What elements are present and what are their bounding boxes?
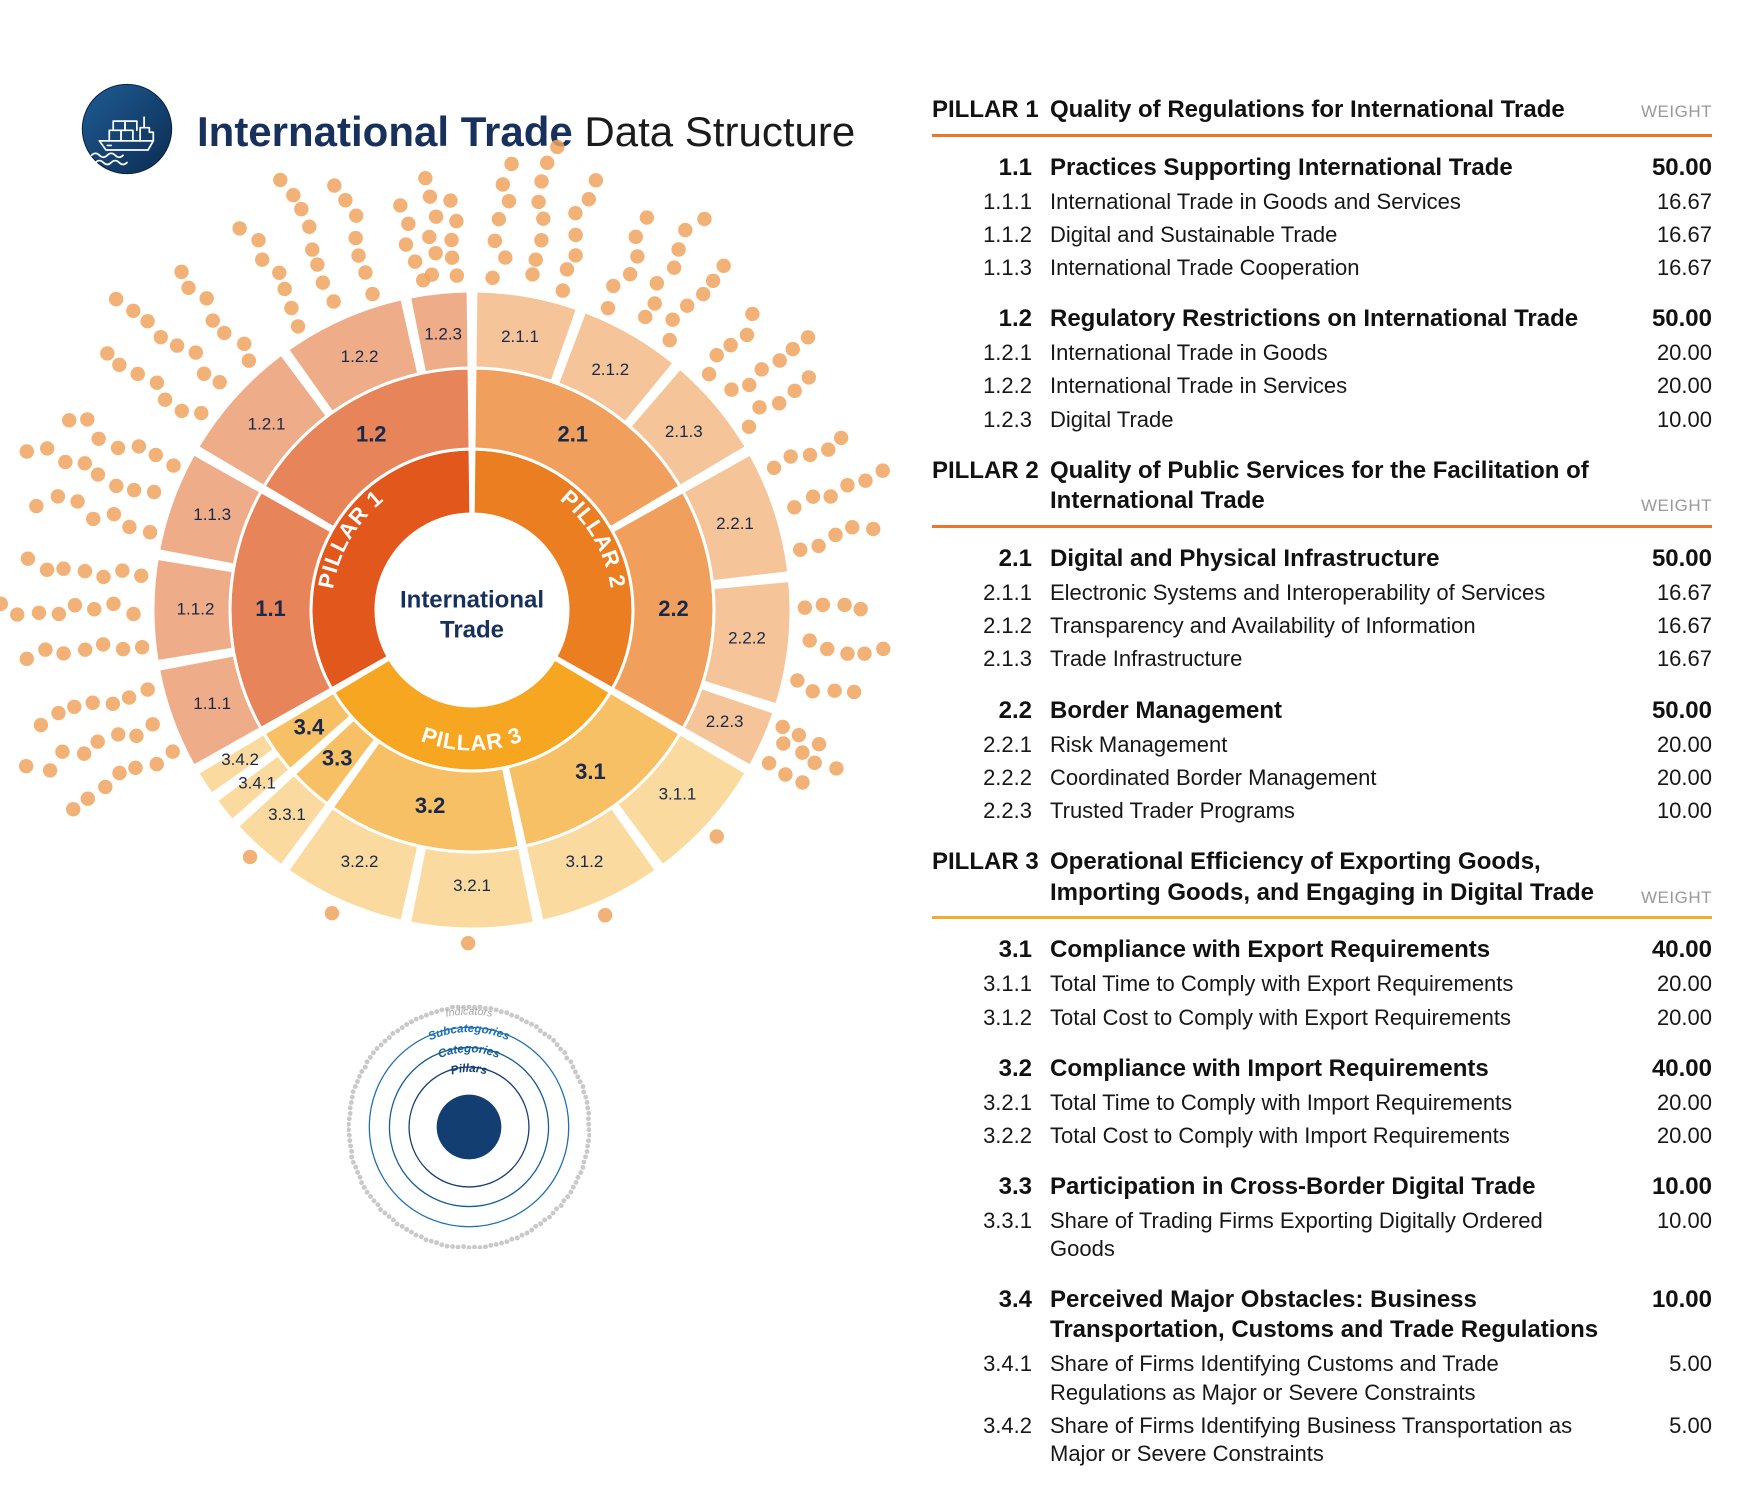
svg-text:1.2: 1.2 xyxy=(356,421,387,446)
svg-text:2.1: 2.1 xyxy=(557,421,588,446)
svg-text:3.4.2: 3.4.2 xyxy=(221,750,259,769)
svg-text:3.2.2: 3.2.2 xyxy=(341,852,379,871)
svg-text:3.3: 3.3 xyxy=(322,746,353,771)
svg-text:Trade: Trade xyxy=(440,616,504,643)
svg-text:1.1: 1.1 xyxy=(255,596,286,621)
svg-text:International: International xyxy=(400,586,544,613)
svg-text:1.2.1: 1.2.1 xyxy=(248,414,286,433)
svg-text:3.1.2: 3.1.2 xyxy=(566,852,604,871)
svg-text:3.2.1: 3.2.1 xyxy=(453,876,491,895)
svg-text:3.2: 3.2 xyxy=(415,793,446,818)
svg-text:2.1.1: 2.1.1 xyxy=(501,327,539,346)
svg-text:2.2.1: 2.2.1 xyxy=(716,514,754,533)
svg-text:Indicators: Indicators xyxy=(444,1006,494,1020)
svg-text:3.1: 3.1 xyxy=(575,759,606,784)
svg-text:1.1.3: 1.1.3 xyxy=(193,505,231,524)
svg-text:2.2.3: 2.2.3 xyxy=(706,712,744,731)
svg-text:2.1.3: 2.1.3 xyxy=(665,422,703,441)
svg-text:3.3.1: 3.3.1 xyxy=(268,805,306,824)
svg-text:3.4.1: 3.4.1 xyxy=(238,773,276,792)
svg-text:3.4: 3.4 xyxy=(294,714,325,739)
svg-text:Categories: Categories xyxy=(436,1042,502,1061)
svg-text:1.1.1: 1.1.1 xyxy=(193,694,231,713)
svg-text:2.2: 2.2 xyxy=(658,596,689,621)
svg-text:1.1.2: 1.1.2 xyxy=(177,599,215,618)
svg-text:1.2.2: 1.2.2 xyxy=(341,347,379,366)
svg-text:Subcategories: Subcategories xyxy=(426,1022,512,1043)
svg-text:3.1.1: 3.1.1 xyxy=(659,784,697,803)
svg-text:2.2.2: 2.2.2 xyxy=(728,628,766,647)
svg-text:2.1.2: 2.1.2 xyxy=(591,360,629,379)
svg-text:Pillars: Pillars xyxy=(449,1062,489,1078)
svg-text:1.2.3: 1.2.3 xyxy=(424,324,462,343)
